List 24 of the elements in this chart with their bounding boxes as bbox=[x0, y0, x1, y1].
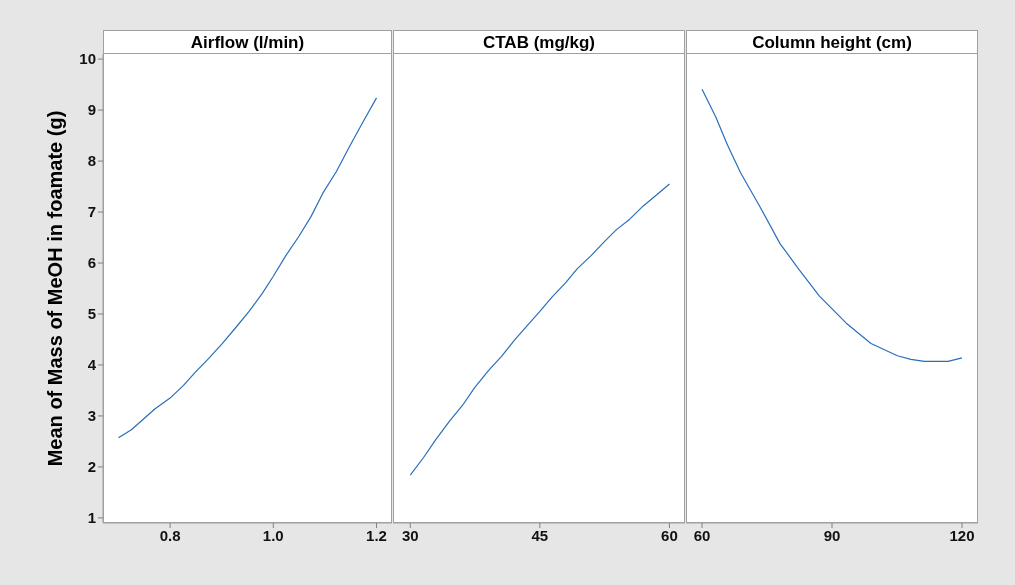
y-tick-label: 5 bbox=[87, 305, 96, 323]
x-tick-label: 60 bbox=[661, 526, 678, 544]
x-tick-label: 90 bbox=[823, 526, 841, 544]
chart-title: Column height (cm) bbox=[686, 30, 978, 54]
y-tick-label: 8 bbox=[87, 152, 96, 170]
y-tick-label: 10 bbox=[79, 50, 96, 68]
y-tick-label: 7 bbox=[87, 203, 96, 221]
y-tick-label: 2 bbox=[87, 458, 96, 476]
y-tick-label: 9 bbox=[87, 101, 96, 119]
x-tick-label: 60 bbox=[693, 526, 711, 544]
chart-title: Airflow (l/min) bbox=[103, 30, 392, 54]
x-tick-label: 120 bbox=[949, 526, 975, 544]
chart-title: CTAB (mg/kg) bbox=[393, 30, 685, 54]
y-tick-label: 6 bbox=[87, 254, 96, 272]
line-series bbox=[117, 97, 378, 439]
x-tick-label: 1.2 bbox=[366, 526, 387, 544]
x-tick-label: 45 bbox=[531, 526, 549, 544]
x-tick-label: 30 bbox=[401, 526, 419, 544]
x-tick-label: 0.8 bbox=[159, 526, 181, 544]
y-tick-label: 1 bbox=[87, 509, 96, 527]
y-tick-label: 3 bbox=[87, 407, 96, 425]
y-tick-label: 4 bbox=[87, 356, 97, 374]
x-tick-label: 1.0 bbox=[262, 526, 284, 544]
y-axis-title: Mean of Mass of MeOH in foamate (g) bbox=[44, 110, 68, 467]
